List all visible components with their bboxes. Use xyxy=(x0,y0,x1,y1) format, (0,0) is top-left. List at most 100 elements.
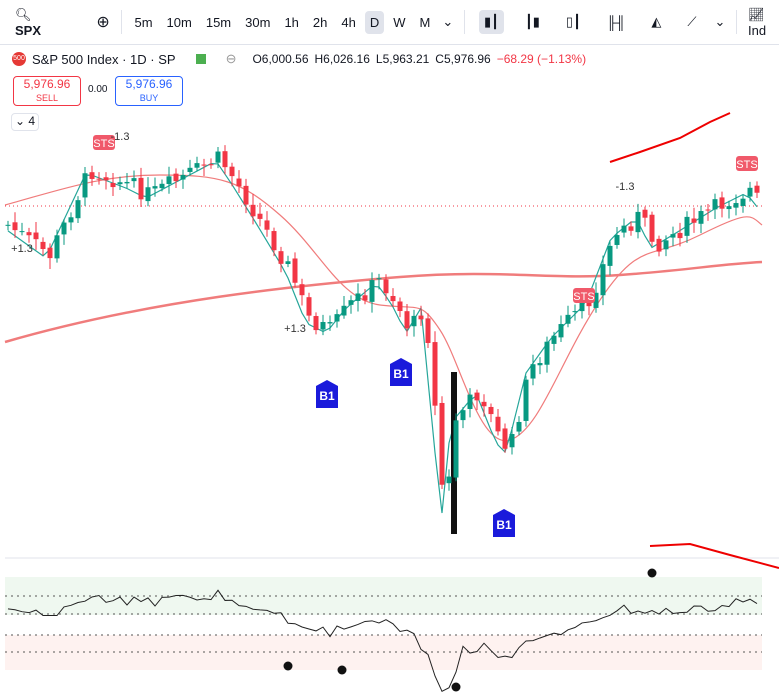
interval-button[interactable]: 5m xyxy=(134,14,153,30)
candle-body xyxy=(243,185,249,205)
candle-body xyxy=(68,217,74,223)
signal-label: -1.3 xyxy=(616,181,635,193)
bars-button[interactable]: ┃▮ xyxy=(524,14,540,29)
candle-body xyxy=(460,410,466,421)
candle-body xyxy=(19,231,25,233)
candle-body xyxy=(579,299,585,312)
candle-body xyxy=(299,284,305,296)
candle-body xyxy=(341,305,347,316)
candle-body xyxy=(642,209,648,218)
candle-body xyxy=(600,264,606,296)
interval-button[interactable]: 2h xyxy=(312,14,328,30)
hollow-button[interactable]: ▯┃ xyxy=(565,14,581,29)
candle-body xyxy=(719,197,725,209)
sts-label: STS xyxy=(573,291,594,303)
hide-button[interactable]: ⊖ xyxy=(225,51,237,66)
candle-body xyxy=(145,187,151,202)
candle-body xyxy=(705,209,711,211)
line-button[interactable]: ⟋ xyxy=(687,14,697,29)
sts-marker xyxy=(573,288,595,303)
candle-body xyxy=(495,416,501,432)
interval-button[interactable]: 10m xyxy=(166,14,192,30)
sell-button[interactable]: 5,976.96 SELL xyxy=(13,76,81,106)
b1-marker xyxy=(316,380,338,408)
candle-body xyxy=(222,151,228,168)
oscillator-line xyxy=(7,589,758,692)
signal-dot xyxy=(337,665,347,675)
separator xyxy=(464,10,465,34)
candle-body xyxy=(670,234,676,238)
separator xyxy=(736,10,738,34)
sell-label: SELL xyxy=(35,93,59,103)
candle-body xyxy=(138,177,144,200)
intervals: 5m 10m 15m 30m 1h 2h 4h D W M xyxy=(127,10,437,34)
interval-button[interactable]: 1h xyxy=(284,14,299,30)
candle-body xyxy=(89,172,95,179)
symbol-search[interactable]: 🔍︎ SPX xyxy=(15,6,42,38)
interval-button[interactable]: W xyxy=(393,14,406,30)
candle-body xyxy=(54,235,60,259)
candle-body xyxy=(698,211,704,224)
candle-body xyxy=(47,247,53,259)
candle-body xyxy=(278,251,284,264)
interval-button[interactable]: 15m xyxy=(205,14,232,30)
separator xyxy=(120,10,122,34)
interval-button[interactable]: D xyxy=(364,10,385,34)
candle-body xyxy=(264,220,270,230)
legend-title: S&P 500 Index · 1D · SP xyxy=(32,51,176,67)
candles-button[interactable]: ▮┃ xyxy=(478,10,504,34)
spread: 0.00 xyxy=(88,84,108,95)
candle-body xyxy=(502,428,508,449)
collapse-button[interactable]: ⌄ 4 xyxy=(11,113,39,131)
candle-body xyxy=(313,316,319,331)
sts-marker xyxy=(736,156,758,171)
candle-body xyxy=(236,178,242,187)
ma-long xyxy=(4,260,763,344)
candle-body xyxy=(152,186,158,189)
interval-menu[interactable]: ⌄ xyxy=(442,14,454,29)
candle-body xyxy=(663,240,669,250)
interval-button[interactable]: 4h xyxy=(341,14,356,30)
candle-body xyxy=(656,238,662,252)
candle-body xyxy=(635,211,641,233)
candle-body xyxy=(565,314,571,324)
candle-body xyxy=(96,178,102,180)
candle-body xyxy=(33,232,39,240)
b1-marker xyxy=(390,358,412,386)
candle-body xyxy=(684,216,690,236)
candle-body xyxy=(649,214,655,242)
chart-type-menu[interactable]: ⌄ xyxy=(714,14,726,29)
candle-body xyxy=(75,200,81,219)
market-status xyxy=(195,54,206,64)
candle-body xyxy=(558,324,564,338)
candle-body xyxy=(334,314,340,322)
candle-body xyxy=(292,258,298,283)
compare-button[interactable]: ⊕ xyxy=(96,14,110,31)
candle-body xyxy=(397,301,403,312)
candle-body xyxy=(103,177,109,181)
ohlc-button[interactable]: ╟╢ xyxy=(606,14,626,30)
buy-label: BUY xyxy=(139,93,159,103)
candle-body xyxy=(362,295,368,301)
signal-dot xyxy=(283,661,293,671)
drawing xyxy=(649,542,779,569)
signal-dot xyxy=(647,568,657,578)
indicators-label: Ind xyxy=(748,22,767,38)
interval-button[interactable]: M xyxy=(419,14,431,30)
badge: 500 xyxy=(12,52,26,66)
candle-body xyxy=(159,183,165,189)
candle-body xyxy=(61,222,67,235)
candle-body xyxy=(320,322,326,330)
candle-body xyxy=(509,434,515,448)
candle-body xyxy=(677,232,683,239)
interval-button[interactable]: 30m xyxy=(245,14,271,30)
candle-body xyxy=(26,232,32,236)
candle-body xyxy=(530,364,536,379)
candle-body xyxy=(614,235,620,245)
area-button[interactable]: ◭ xyxy=(651,14,662,29)
candle-body xyxy=(488,406,494,415)
candle-body xyxy=(383,279,389,294)
indicators-button[interactable]: 📈︎ Ind xyxy=(748,6,767,38)
buy-button[interactable]: 5,976.96 BUY xyxy=(115,76,183,106)
signal-dot xyxy=(451,682,461,692)
